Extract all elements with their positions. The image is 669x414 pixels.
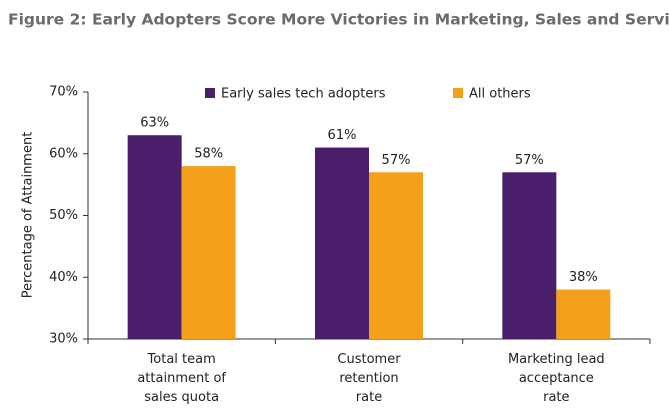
- value-label: 58%: [194, 147, 223, 162]
- legend-label: All others: [469, 87, 531, 102]
- x-tick-label: Marketing lead acceptance rate: [508, 352, 605, 405]
- value-label: 61%: [328, 128, 357, 143]
- value-label: 38%: [569, 270, 598, 285]
- y-tick-label: 40%: [49, 270, 78, 285]
- bar: [502, 172, 557, 339]
- legend-label: Early sales tech adopters: [221, 87, 386, 102]
- bar: [127, 135, 182, 339]
- bar: [181, 166, 236, 339]
- bar: [556, 289, 611, 339]
- y-tick-label: 50%: [49, 208, 78, 223]
- y-tick-label: 70%: [49, 85, 78, 100]
- legend-swatch: [453, 88, 463, 98]
- x-tick-label: Total team attainment of sales quota: [137, 352, 226, 405]
- y-axis-label: Percentage of Attainment: [21, 132, 36, 299]
- value-label: 57%: [382, 153, 411, 168]
- value-label: 63%: [140, 116, 169, 131]
- value-label: 57%: [515, 153, 544, 168]
- legend-swatch: [205, 88, 215, 98]
- x-tick-label: Customer retention rate: [337, 352, 401, 405]
- y-tick-label: 30%: [49, 332, 78, 347]
- bar: [369, 172, 423, 339]
- bar: [315, 147, 369, 339]
- chart-title: Figure 2: Early Adopters Score More Vict…: [8, 11, 669, 29]
- y-tick-label: 60%: [49, 146, 78, 161]
